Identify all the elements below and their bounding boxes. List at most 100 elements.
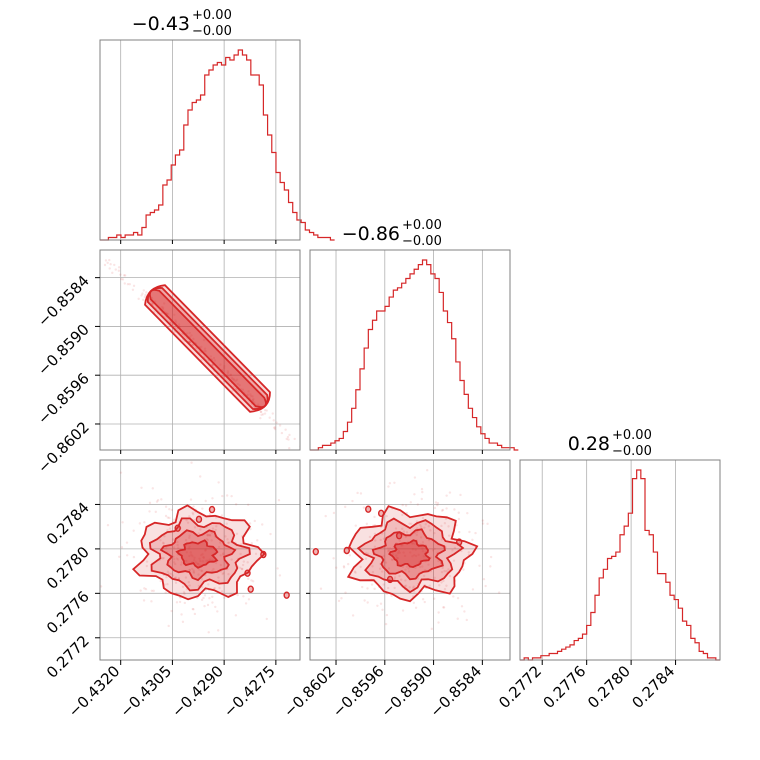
- sample-point: [201, 560, 205, 563]
- sample-point: [140, 294, 143, 297]
- sample-point: [285, 437, 288, 441]
- sample-point: [172, 561, 176, 564]
- sample-point: [433, 576, 436, 579]
- title-value-2: 0.28: [568, 433, 610, 455]
- sample-point: [177, 424, 179, 426]
- sample-point: [484, 584, 487, 588]
- sample-point: [188, 536, 191, 539]
- sample-point: [172, 555, 175, 558]
- sample-point: [234, 503, 238, 506]
- sample-point: [249, 393, 252, 396]
- sample-point: [176, 546, 180, 549]
- ytick-label-2-3: 0.2784: [43, 499, 93, 549]
- sample-point: [211, 527, 215, 530]
- title-minus-0: −0.00: [192, 24, 232, 39]
- sample-point: [148, 510, 151, 513]
- sample-point: [165, 576, 168, 579]
- sample-point: [268, 416, 271, 419]
- sample-point: [324, 514, 327, 518]
- panel-frame-1: [99, 459, 301, 661]
- sample-point: [197, 532, 200, 535]
- sample-point: [305, 454, 307, 456]
- sample-point: [132, 555, 136, 559]
- contour-island: [455, 538, 463, 546]
- sample-point: [150, 589, 154, 592]
- sample-point: [132, 529, 135, 532]
- sample-point: [114, 268, 117, 271]
- sample-point: [370, 514, 372, 516]
- xtick-label-2-3: 0.2784: [629, 662, 679, 712]
- sample-point: [354, 524, 357, 527]
- sample-point: [248, 522, 252, 525]
- sample-point: [161, 307, 165, 311]
- sample-point: [229, 373, 232, 377]
- sample-point: [416, 503, 420, 506]
- sample-point: [393, 586, 396, 590]
- sample-point: [227, 541, 231, 545]
- ytick-label-1-3: −0.8584: [34, 272, 93, 331]
- sample-point: [145, 564, 148, 568]
- sample-point: [211, 497, 214, 500]
- sample-point: [447, 568, 450, 571]
- sample-point: [269, 532, 272, 536]
- ytick-label-2-0: 0.2772: [43, 632, 93, 682]
- sample-point: [387, 586, 390, 590]
- sample-point: [181, 585, 185, 589]
- sample-point: [337, 599, 341, 603]
- sample-point: [160, 305, 163, 309]
- sample-point: [442, 579, 445, 583]
- sample-point: [376, 604, 379, 607]
- sample-point: [427, 525, 430, 528]
- sample-point: [232, 385, 236, 388]
- sample-point: [236, 593, 239, 597]
- xtick-label-1-2: −0.8590: [378, 662, 437, 721]
- sample-point: [117, 269, 121, 272]
- sample-point: [205, 559, 208, 562]
- sample-point: [222, 366, 226, 370]
- sample-point: [393, 578, 396, 581]
- title-value-1: −0.86: [342, 223, 400, 245]
- sample-point: [440, 538, 444, 541]
- sample-point: [226, 371, 230, 375]
- sample-point: [246, 561, 249, 564]
- sample-point: [191, 513, 195, 516]
- contour-level-1: [148, 517, 251, 592]
- sample-point: [234, 387, 238, 391]
- sample-point: [465, 618, 468, 622]
- sample-point: [378, 567, 382, 570]
- sample-point: [168, 508, 171, 511]
- sample-point: [185, 551, 189, 554]
- sample-point: [185, 332, 189, 335]
- sample-point: [256, 539, 259, 542]
- sample-point: [374, 539, 377, 542]
- sample-point: [421, 541, 425, 544]
- sample-point: [250, 579, 253, 582]
- text-layer: −0.43 +0.00−0.00−0.86 +0.00−0.000.28 +0.00−…: [34, 8, 678, 721]
- sample-point: [342, 566, 346, 569]
- sample-point: [202, 338, 206, 342]
- sample-point: [356, 491, 359, 495]
- sample-point: [401, 544, 404, 547]
- sample-point: [384, 622, 388, 626]
- sample-point: [213, 586, 216, 590]
- ytick-label-1-0: −0.8602: [34, 418, 93, 477]
- sample-point: [200, 577, 204, 581]
- sample-point: [394, 527, 398, 530]
- sample-point: [415, 530, 419, 533]
- sample-point: [271, 412, 274, 415]
- sample-point: [247, 503, 250, 506]
- xtick-label-1-3: −0.8584: [426, 662, 485, 721]
- sample-point: [209, 355, 213, 358]
- sample-point: [196, 562, 199, 565]
- sample-point: [391, 558, 394, 562]
- sample-point: [123, 274, 126, 277]
- sample-point: [379, 602, 383, 605]
- sample-point: [370, 583, 374, 586]
- sample-point: [83, 229, 85, 231]
- sample-point: [273, 427, 277, 431]
- sample-point: [179, 563, 183, 566]
- sample-point: [413, 476, 417, 479]
- sample-point: [462, 568, 465, 571]
- sample-point: [221, 553, 225, 556]
- sample-point: [332, 557, 335, 560]
